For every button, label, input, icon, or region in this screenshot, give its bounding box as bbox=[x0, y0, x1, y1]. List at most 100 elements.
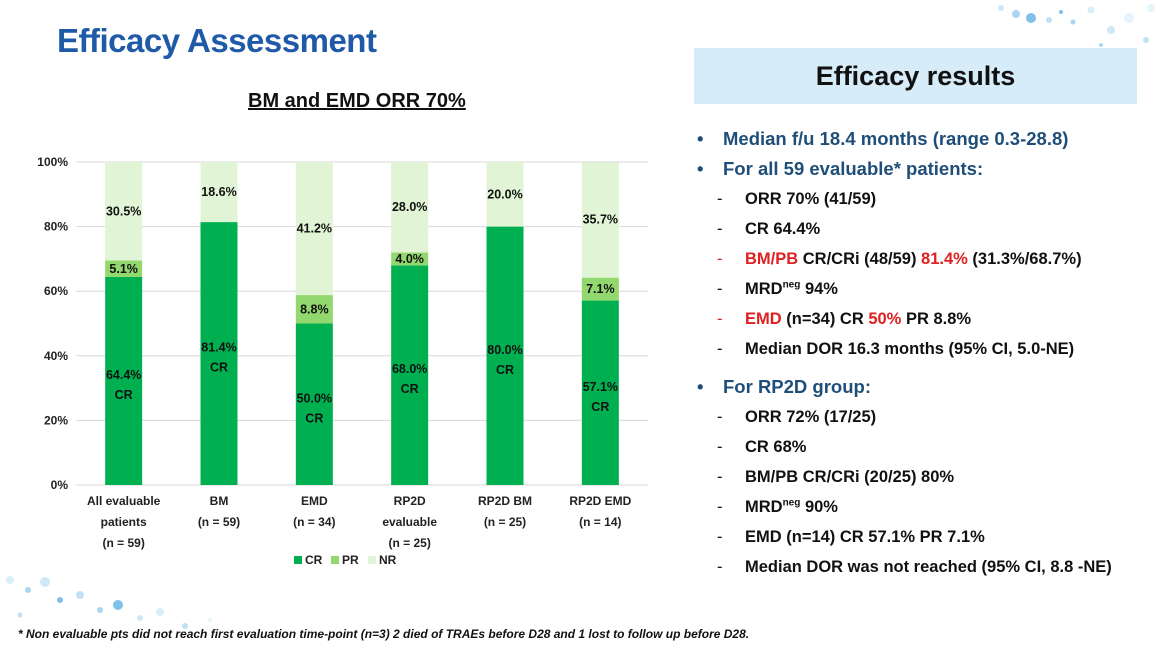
bullet-icon: • bbox=[697, 376, 704, 397]
bar-segment-pr bbox=[581, 277, 619, 301]
bar-segment-pr bbox=[391, 252, 429, 266]
sub-text: CR 64.4% bbox=[745, 220, 821, 238]
legend-label: PR bbox=[342, 553, 359, 567]
data-label: 8.8% bbox=[300, 302, 329, 316]
dash-icon: - bbox=[717, 310, 723, 328]
sub-text-highlight: EMD bbox=[745, 310, 782, 328]
data-label: CR bbox=[115, 388, 133, 402]
data-label: 81.4% bbox=[201, 341, 236, 355]
sub-text: MRD bbox=[745, 498, 783, 516]
dash-icon: - bbox=[717, 468, 723, 486]
x-category-label: All evaluable bbox=[87, 494, 161, 508]
legend-swatch bbox=[368, 556, 376, 564]
sub-text-highlight: BM/PB bbox=[745, 250, 799, 268]
legend-swatch bbox=[331, 556, 339, 564]
sub-item: - EMD (n=34) CR 50% PR 8.8% bbox=[693, 304, 1153, 334]
y-tick-label: 0% bbox=[51, 478, 69, 492]
data-label: 30.5% bbox=[106, 204, 141, 218]
sub-text: ORR 72% (17/25) bbox=[745, 408, 877, 426]
x-category-label: (n = 25) bbox=[388, 536, 430, 550]
sub-text: CR 68% bbox=[745, 438, 807, 456]
y-tick-label: 80% bbox=[44, 220, 68, 234]
x-category-label: (n = 59) bbox=[198, 515, 240, 529]
bullet-text: For all 59 evaluable* patients: bbox=[723, 158, 984, 179]
data-label: 80.0% bbox=[487, 343, 522, 357]
x-category-label: BM bbox=[210, 494, 229, 508]
dash-icon: - bbox=[717, 438, 723, 456]
dash-icon: - bbox=[717, 558, 723, 576]
sub-item: - CR 64.4% bbox=[693, 214, 1153, 244]
dash-icon: - bbox=[717, 498, 723, 516]
dash-icon: - bbox=[717, 408, 723, 426]
bullet-text: For RP2D group: bbox=[723, 376, 871, 397]
data-label: 64.4% bbox=[106, 368, 141, 382]
dash-icon: - bbox=[717, 340, 723, 358]
data-label: CR bbox=[401, 382, 419, 396]
bar-segment-nr bbox=[295, 162, 333, 296]
sub-text: EMD (n=14) CR 57.1% PR 7.1% bbox=[745, 528, 985, 546]
data-label: 4.0% bbox=[395, 252, 424, 266]
data-label: 57.1% bbox=[583, 380, 618, 394]
sub-text: PR 8.8% bbox=[901, 310, 972, 328]
bar-segment-nr bbox=[486, 162, 524, 227]
x-category-label: patients bbox=[101, 515, 147, 529]
sub-item: - Median DOR 16.3 months (95% CI, 5.0-NE… bbox=[693, 334, 1153, 364]
sub-text: MRD bbox=[745, 280, 783, 298]
sub-text-highlight: 50% bbox=[868, 310, 902, 328]
sub-item: - MRDneg 90% bbox=[693, 492, 1153, 522]
data-label: 50.0% bbox=[297, 391, 332, 405]
legend-label: NR bbox=[379, 553, 397, 567]
bullet-item: • For all 59 evaluable* patients: bbox=[693, 154, 1153, 184]
sub-text: (n=34) CR bbox=[781, 310, 869, 328]
sub-item: - MRDneg 94% bbox=[693, 274, 1153, 304]
sub-item: - ORR 72% (17/25) bbox=[693, 402, 1153, 432]
legend-label: CR bbox=[305, 553, 323, 567]
y-tick-label: 20% bbox=[44, 413, 68, 427]
bullet-item: • Median f/u 18.4 months (range 0.3-28.8… bbox=[693, 124, 1153, 154]
chart-heading: BM and EMD ORR 70% bbox=[248, 90, 466, 112]
results-list: • Median f/u 18.4 months (range 0.3-28.8… bbox=[693, 124, 1153, 582]
data-label: 20.0% bbox=[487, 187, 522, 201]
decorative-dots-bottom-left bbox=[6, 576, 212, 629]
sub-item: - BM/PB CR/CRi (20/25) 80% bbox=[693, 462, 1153, 492]
sub-text: 94% bbox=[800, 280, 838, 298]
data-label: 28.0% bbox=[392, 200, 427, 214]
dash-icon: - bbox=[717, 250, 723, 268]
footnote: * Non evaluable pts did not reach first … bbox=[18, 627, 750, 641]
bar-segment-nr bbox=[105, 162, 143, 261]
sub-text: CR/CRi (48/59) bbox=[798, 250, 922, 268]
x-category-label: evaluable bbox=[382, 515, 437, 529]
legend-swatch bbox=[294, 556, 302, 564]
sub-text: BM/PB CR/CRi (20/25) 80% bbox=[745, 468, 955, 486]
x-category-label: RP2D BM bbox=[478, 494, 532, 508]
sub-text-superscript: neg bbox=[782, 279, 801, 291]
y-tick-label: 40% bbox=[44, 349, 68, 363]
bullet-icon: • bbox=[697, 128, 704, 149]
x-category-label: RP2D EMD bbox=[569, 494, 631, 508]
data-label: CR bbox=[210, 361, 228, 375]
y-tick-label: 60% bbox=[44, 284, 68, 298]
dash-icon: - bbox=[717, 220, 723, 238]
page-title: Efficacy Assessment bbox=[57, 22, 377, 59]
sub-text-highlight: 81.4% bbox=[921, 250, 968, 268]
sub-text: (31.3%/68.7%) bbox=[967, 250, 1082, 268]
stacked-bar-chart: 0% 20% 40% 60% 80% 100% 64.4% CR 5.1% 30.5% All ev… bbox=[37, 155, 648, 567]
x-category-label: (n = 14) bbox=[579, 515, 621, 529]
bar-segment-nr bbox=[581, 162, 619, 278]
sub-item: - BM/PB CR/CRi (48/59) 81.4% (31.3%/68.7… bbox=[693, 244, 1153, 274]
data-label: 35.7% bbox=[583, 213, 618, 227]
x-category-label: (n = 34) bbox=[293, 515, 335, 529]
data-label: CR bbox=[305, 411, 323, 425]
bar-segment-cr bbox=[295, 323, 333, 485]
data-label: 18.6% bbox=[201, 185, 236, 199]
sub-text: Median DOR was not reached (95% CI, 8.8 … bbox=[745, 558, 1112, 576]
data-label: CR bbox=[591, 400, 609, 414]
bar-segment-cr bbox=[105, 276, 143, 485]
sub-item: - Median DOR was not reached (95% CI, 8.… bbox=[693, 552, 1153, 582]
bullet-text: Median f/u 18.4 months (range 0.3-28.8) bbox=[723, 128, 1069, 149]
data-label: 68.0% bbox=[392, 362, 427, 376]
bar-segment-pr bbox=[295, 295, 333, 324]
y-tick-label: 100% bbox=[37, 155, 68, 169]
dash-icon: - bbox=[717, 190, 723, 208]
sub-text-superscript: neg bbox=[782, 497, 801, 509]
